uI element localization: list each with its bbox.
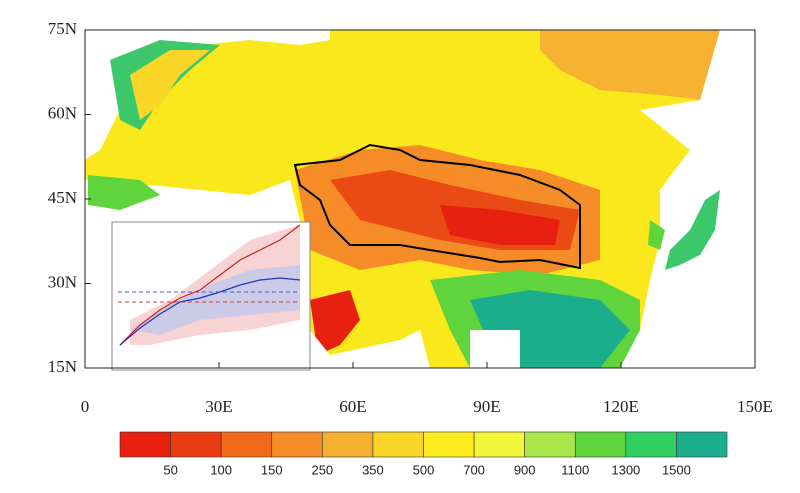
lat-tick-label: 75N [48, 19, 77, 38]
inset-line-blue [119, 277, 301, 346]
lat-tick-label: 45N [48, 188, 77, 207]
colorbar-label: 50 [163, 462, 177, 477]
ocean-bay-of-bengal [470, 330, 520, 368]
colorbar-swatch [170, 431, 222, 458]
lat-tick-label: 60N [48, 103, 77, 122]
colorbar-label: 100 [210, 462, 232, 477]
colorbar-label: 500 [413, 462, 435, 477]
north-orange [540, 30, 755, 110]
colorbar-swatch [119, 431, 171, 458]
colorbar-swatch [220, 431, 273, 458]
inset-chart [111, 221, 311, 371]
colorbar-swatch [372, 431, 424, 458]
ocean-arabian-sea [310, 330, 430, 368]
colorbar-swatch [524, 431, 576, 458]
colorbar-swatch [625, 431, 677, 458]
lon-tick-label: 30E [205, 397, 232, 416]
colorbar-label: 1100 [561, 462, 589, 477]
colorbar-swatch [676, 431, 728, 458]
lon-tick-label: 0 [81, 397, 90, 416]
colorbar-swatch [473, 431, 525, 458]
ocean-pacific [620, 30, 755, 368]
tarim-red [440, 205, 560, 245]
region-outline [293, 143, 581, 270]
lat-tick-label: 30N [48, 272, 77, 291]
colorbar-swatch [322, 431, 374, 458]
korea [648, 220, 665, 250]
colorbar-swatch [271, 431, 323, 458]
inset-band-blue [130, 265, 300, 335]
colorbar-label: 150 [261, 462, 283, 477]
lon-tick-label: 150E [737, 397, 773, 416]
arabia-red [310, 290, 360, 355]
colorbar-label: 350 [362, 462, 384, 477]
japan [665, 190, 720, 270]
colorbar-swatch [423, 431, 475, 458]
scandinavia-yellow [130, 50, 210, 120]
europe-green [88, 175, 160, 210]
lon-tick-label: 60E [339, 397, 366, 416]
colorbar-swatch [574, 431, 627, 458]
colorbar-label: 900 [514, 462, 536, 477]
lon-tick-label: 90E [473, 397, 500, 416]
lat-tick-label: 15N [48, 357, 77, 376]
inset-line-red [119, 224, 301, 346]
colorbar-label: 250 [311, 462, 333, 477]
colorbar-label: 1500 [662, 462, 691, 477]
map-field [85, 30, 755, 368]
colorbar-label: 700 [463, 462, 485, 477]
lon-tick-label: 120E [603, 397, 639, 416]
colorbar-label: 1300 [611, 462, 640, 477]
